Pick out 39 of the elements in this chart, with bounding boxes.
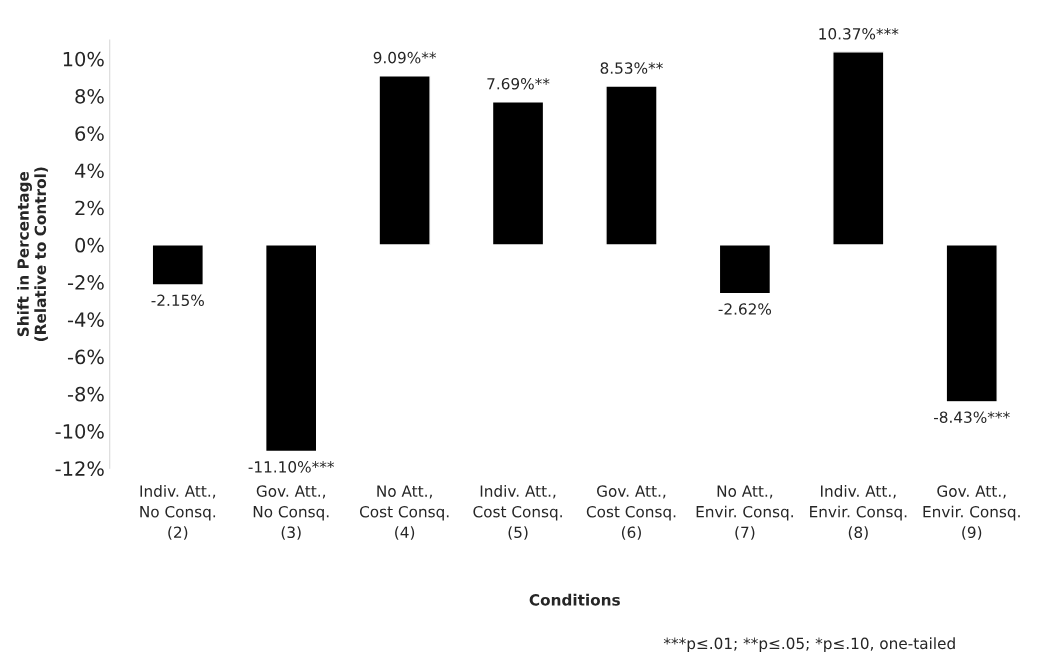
- y-axis-title: Shift in Percentage (Relative to Control): [17, 167, 48, 341]
- x-tick-label: Indiv. Att., No Consq. (2): [140, 485, 216, 540]
- y-tick-label: -8%: [67, 386, 104, 402]
- bar: [605, 85, 658, 246]
- data-label: -2.15%: [151, 294, 204, 307]
- y-tick-label: 0%: [75, 237, 104, 253]
- y-tick-label: -6%: [67, 349, 104, 365]
- y-tick-label: 10%: [63, 51, 104, 67]
- y-tick-label: 8%: [75, 88, 104, 104]
- bar: [151, 244, 204, 286]
- y-tick-label: 4%: [74, 163, 104, 179]
- y-tick-label: -2%: [67, 275, 104, 290]
- y-tick-label: -12%: [55, 461, 104, 476]
- x-tick-label: No Att., Cost Consq. (4): [359, 485, 449, 540]
- y-tick-label: 2%: [75, 200, 104, 216]
- x-tick-label: Gov. Att., Envir. Consq. (9): [923, 485, 1020, 540]
- text: ***p≤.01; **p≤.05; *p≤.10, one-tailed: [663, 637, 955, 653]
- x-tick-label: Indiv. Att., Envir. Consq. (8): [810, 485, 907, 540]
- data-label: 7.69%**: [487, 77, 550, 90]
- bar: [832, 51, 885, 246]
- bar: [491, 101, 545, 246]
- data-label: -11.10%***: [248, 461, 335, 473]
- bar: [718, 244, 772, 295]
- data-label: 8.53%**: [600, 62, 663, 74]
- bar: [945, 244, 998, 403]
- x-tick-label: Gov. Att., Cost Consq. (6): [586, 485, 676, 540]
- y-tick-label: 6%: [75, 126, 104, 141]
- y-tick-label: -10%: [55, 424, 104, 439]
- x-axis-title: Conditions: [529, 593, 620, 606]
- x-tick-label: Indiv. Att., Cost Consq. (5): [473, 485, 562, 540]
- data-label: 9.09%**: [373, 51, 437, 64]
- bar: [378, 75, 431, 246]
- x-tick-label: No Att., Envir. Consq. (7): [696, 485, 793, 540]
- data-label: -8.43%***: [933, 411, 1010, 423]
- y-tick-label: -4%: [67, 312, 104, 328]
- x-tick-label: Gov. Att., No Consq. (3): [253, 485, 329, 540]
- bar: [264, 244, 318, 453]
- data-label: 10.37%***: [819, 28, 899, 40]
- data-label: -2.62%: [718, 303, 772, 315]
